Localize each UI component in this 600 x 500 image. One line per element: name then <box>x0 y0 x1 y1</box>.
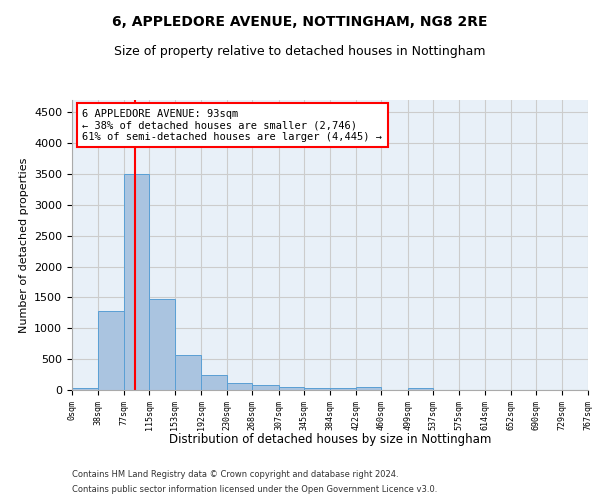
Bar <box>252 385 278 390</box>
Bar <box>124 174 149 390</box>
Bar <box>149 298 175 390</box>
Bar <box>331 388 356 390</box>
Text: Contains public sector information licensed under the Open Government Licence v3: Contains public sector information licen… <box>72 485 437 494</box>
Text: Contains HM Land Registry data © Crown copyright and database right 2024.: Contains HM Land Registry data © Crown c… <box>72 470 398 479</box>
Bar <box>227 382 252 390</box>
Bar <box>278 386 304 390</box>
Bar <box>72 388 98 390</box>
Text: 6 APPLEDORE AVENUE: 93sqm
← 38% of detached houses are smaller (2,746)
61% of se: 6 APPLEDORE AVENUE: 93sqm ← 38% of detac… <box>82 108 382 142</box>
Bar <box>201 375 227 390</box>
Y-axis label: Number of detached properties: Number of detached properties <box>19 158 29 332</box>
Bar <box>98 311 124 390</box>
Text: Size of property relative to detached houses in Nottingham: Size of property relative to detached ho… <box>114 45 486 58</box>
Bar <box>304 388 331 390</box>
Text: 6, APPLEDORE AVENUE, NOTTINGHAM, NG8 2RE: 6, APPLEDORE AVENUE, NOTTINGHAM, NG8 2RE <box>112 15 488 29</box>
Text: Distribution of detached houses by size in Nottingham: Distribution of detached houses by size … <box>169 432 491 446</box>
Bar <box>408 388 433 390</box>
Bar <box>356 386 382 390</box>
Bar <box>175 355 201 390</box>
